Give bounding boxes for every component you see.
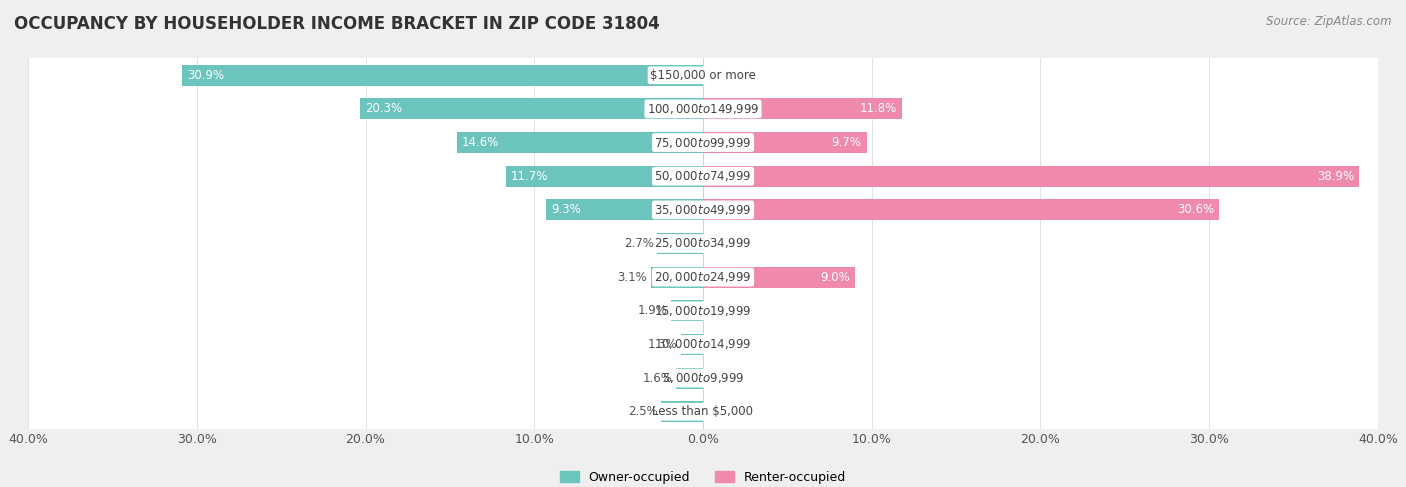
- Bar: [360, 98, 703, 119]
- Text: 1.9%: 1.9%: [638, 304, 668, 318]
- Bar: [457, 132, 703, 153]
- Bar: [661, 401, 703, 422]
- Text: $15,000 to $19,999: $15,000 to $19,999: [654, 304, 752, 318]
- Text: $75,000 to $99,999: $75,000 to $99,999: [654, 135, 752, 150]
- FancyBboxPatch shape: [28, 92, 1378, 126]
- Text: 38.9%: 38.9%: [1317, 169, 1354, 183]
- Text: OCCUPANCY BY HOUSEHOLDER INCOME BRACKET IN ZIP CODE 31804: OCCUPANCY BY HOUSEHOLDER INCOME BRACKET …: [14, 15, 659, 33]
- Bar: [651, 267, 703, 288]
- FancyBboxPatch shape: [28, 193, 1378, 226]
- Bar: [546, 199, 703, 220]
- Bar: [681, 334, 703, 355]
- Bar: [703, 132, 866, 153]
- Text: 20.3%: 20.3%: [366, 102, 402, 115]
- Text: $50,000 to $74,999: $50,000 to $74,999: [654, 169, 752, 183]
- Text: $25,000 to $34,999: $25,000 to $34,999: [654, 237, 752, 250]
- Bar: [506, 166, 703, 187]
- FancyBboxPatch shape: [28, 328, 1378, 361]
- Bar: [703, 267, 855, 288]
- FancyBboxPatch shape: [28, 58, 1378, 92]
- Bar: [671, 300, 703, 321]
- Text: 11.8%: 11.8%: [860, 102, 897, 115]
- Text: 14.6%: 14.6%: [461, 136, 499, 149]
- Text: $5,000 to $9,999: $5,000 to $9,999: [662, 371, 744, 385]
- Text: Less than $5,000: Less than $5,000: [652, 405, 754, 418]
- FancyBboxPatch shape: [28, 126, 1378, 159]
- Text: 1.6%: 1.6%: [643, 372, 672, 385]
- Text: $10,000 to $14,999: $10,000 to $14,999: [654, 337, 752, 352]
- Bar: [703, 199, 1219, 220]
- Text: $100,000 to $149,999: $100,000 to $149,999: [647, 102, 759, 116]
- Text: 3.1%: 3.1%: [617, 271, 647, 283]
- Text: $20,000 to $24,999: $20,000 to $24,999: [654, 270, 752, 284]
- Text: 2.7%: 2.7%: [624, 237, 654, 250]
- Bar: [676, 368, 703, 389]
- Legend: Owner-occupied, Renter-occupied: Owner-occupied, Renter-occupied: [555, 466, 851, 487]
- Text: $35,000 to $49,999: $35,000 to $49,999: [654, 203, 752, 217]
- Bar: [703, 166, 1360, 187]
- FancyBboxPatch shape: [28, 361, 1378, 395]
- Text: 1.3%: 1.3%: [648, 338, 678, 351]
- Text: 30.6%: 30.6%: [1177, 204, 1215, 216]
- FancyBboxPatch shape: [28, 226, 1378, 261]
- FancyBboxPatch shape: [28, 159, 1378, 193]
- FancyBboxPatch shape: [28, 294, 1378, 328]
- Bar: [181, 65, 703, 86]
- Bar: [658, 233, 703, 254]
- Text: 9.7%: 9.7%: [832, 136, 862, 149]
- Bar: [703, 98, 903, 119]
- Text: 30.9%: 30.9%: [187, 69, 224, 82]
- Text: 9.0%: 9.0%: [820, 271, 849, 283]
- FancyBboxPatch shape: [28, 261, 1378, 294]
- Text: 9.3%: 9.3%: [551, 204, 581, 216]
- FancyBboxPatch shape: [28, 395, 1378, 429]
- Text: 2.5%: 2.5%: [627, 405, 658, 418]
- Text: $150,000 or more: $150,000 or more: [650, 69, 756, 82]
- Text: Source: ZipAtlas.com: Source: ZipAtlas.com: [1267, 15, 1392, 28]
- Text: 11.7%: 11.7%: [510, 169, 548, 183]
